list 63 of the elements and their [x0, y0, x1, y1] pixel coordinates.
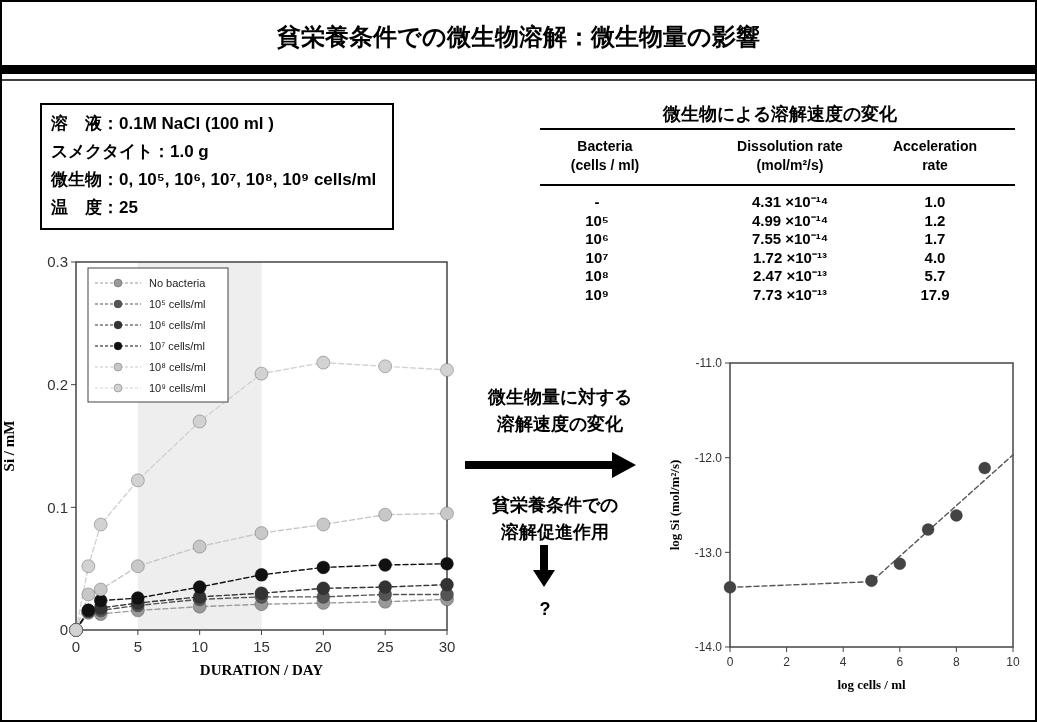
- x-tick-label: 10: [191, 638, 209, 655]
- y-axis-title: Si / mM: [1, 420, 17, 472]
- y-tick-label: 0.3: [47, 253, 68, 271]
- x-tick-label: 8: [953, 655, 961, 669]
- text: 7.55 ×10⁻¹⁴: [751, 230, 829, 247]
- text: 貧栄養条件での微生物溶解：微生物量の影響: [275, 23, 760, 50]
- x-tick-label: 20: [314, 638, 332, 655]
- text: -: [594, 193, 600, 210]
- category-label: Bacteria (cells / ml): [570, 138, 640, 173]
- text: 溶 液：0.1M NaCl (100 ml ): [50, 114, 274, 133]
- x-tick-label: 15: [253, 638, 270, 655]
- text: 2.47 ×10⁻¹³: [753, 267, 827, 284]
- x-tick-label: 6: [896, 655, 904, 669]
- x-tick-label: 30: [438, 638, 456, 655]
- y-tick-label: 0: [59, 621, 68, 639]
- legend-label: 10⁶ cells/ml: [149, 319, 206, 331]
- text: 溶解速度の変化: [496, 414, 624, 434]
- text: 10⁵: [585, 211, 609, 229]
- text: 5.7: [924, 267, 946, 284]
- y-tick-label: -11.0: [695, 356, 723, 371]
- y-axis-title: log Si (mol/m²/s): [666, 459, 682, 551]
- text: 温 度：25: [50, 198, 138, 217]
- text: 溶解促進作用: [500, 522, 609, 542]
- text: スメクタイト：1.0 g: [51, 142, 209, 161]
- y-tick-label: -14.0: [694, 640, 723, 655]
- text: 1.2: [924, 211, 946, 229]
- category-label: Acceleration rate: [892, 138, 978, 173]
- legend-label: 10⁷ cells/ml: [149, 340, 205, 352]
- text: 貧栄養条件での: [491, 495, 618, 515]
- text: 4.99 ×10⁻¹⁴: [751, 211, 829, 229]
- text: ?: [539, 599, 551, 619]
- text: 1.7: [924, 230, 946, 247]
- y-tick-label: -13.0: [694, 545, 723, 560]
- text: 4.31 ×10⁻¹⁴: [751, 193, 829, 210]
- y-tick-label: 0.2: [47, 375, 68, 393]
- text: 1.72 ×10⁻¹³: [753, 248, 827, 266]
- legend-label: 10⁹ cells/ml: [149, 382, 206, 394]
- x-axis-title: log cells / ml: [837, 677, 906, 692]
- x-tick-label: 10: [1006, 655, 1020, 669]
- text: 7.73 ×10⁻¹³: [753, 285, 827, 303]
- x-tick-label: 0: [71, 638, 81, 655]
- text: 10⁸: [585, 267, 609, 284]
- legend-label: 10⁵ cells/ml: [149, 298, 206, 310]
- text: 微生物による溶解速度の変化: [662, 104, 898, 124]
- text: 10⁷: [585, 248, 609, 266]
- x-axis-title: DURATION / DAY: [199, 662, 324, 678]
- legend-label: No bacteria: [149, 277, 207, 289]
- text: 1.0: [924, 193, 946, 210]
- x-tick-label: 4: [839, 655, 847, 669]
- x-tick-label: 5: [133, 638, 143, 655]
- text: 17.9: [920, 285, 950, 303]
- text: 微生物量に対する: [487, 387, 632, 407]
- text: 10⁶: [585, 230, 609, 247]
- x-tick-label: 0: [726, 655, 734, 669]
- x-tick-label: 25: [376, 638, 394, 655]
- y-tick-label: 0.1: [47, 498, 68, 516]
- y-tick-label: -12.0: [694, 450, 723, 465]
- category-label: Dissolution rate (mol/m²/s): [737, 138, 844, 173]
- text: 10⁹: [585, 285, 609, 303]
- x-tick-label: 2: [783, 655, 791, 669]
- text: 4.0: [924, 248, 946, 266]
- legend-label: 10⁸ cells/ml: [149, 361, 206, 373]
- text: 微生物：0, 10⁵, 10⁶, 10⁷, 10⁸, 10⁹ cells/ml: [50, 170, 377, 189]
